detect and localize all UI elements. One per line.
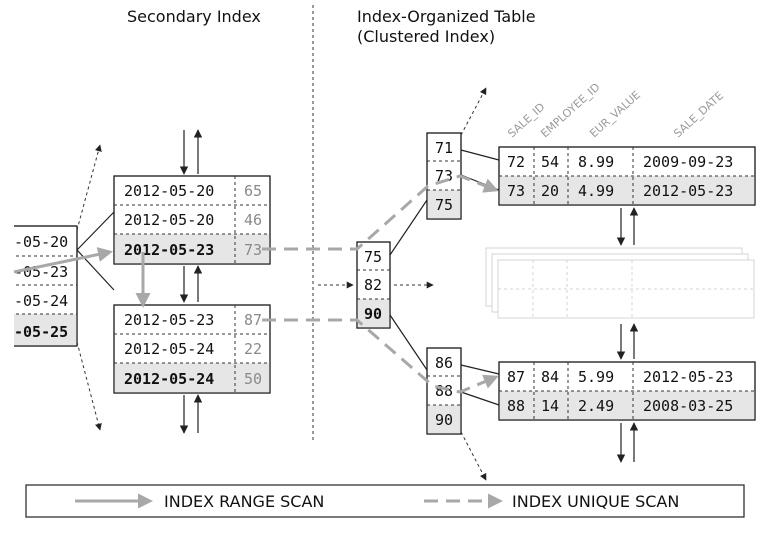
iot-table-bottom: 87 84 5.99 2012-05-23 88 14 2.49 2008-03… [498,361,756,421]
branch-key: 86 [435,354,453,372]
table-cell: 2009-09-23 [643,153,733,171]
leaf-date: 2012-05-24 [124,370,214,388]
table-cell: 73 [507,182,525,200]
left-partial-key: -05-20 [14,233,68,251]
branch-key: 71 [435,139,453,157]
branch-key: 90 [435,411,453,429]
tree-edge [389,199,428,256]
table-cell: 2008-03-25 [643,397,733,415]
table-cell: 2012-05-23 [643,182,733,200]
iot-table-top: 72 54 8.99 2009-09-23 73 20 4.99 2012-05… [498,146,756,206]
unique-scan-arrow-73 [262,174,499,251]
leaf-rowid: 50 [244,370,262,388]
leaf-rowid: 46 [244,211,262,229]
table-cell: 2012-05-23 [643,368,733,386]
left-partial-key: -05-24 [14,292,68,310]
root-key: 75 [364,248,382,266]
legend-range-label: INDEX RANGE SCAN [164,492,324,511]
table-cell: 84 [541,368,559,386]
leaf-date: 2012-05-20 [124,182,214,200]
secondary-leaf-top: 2012-05-20 65 2012-05-20 46 2012-05-23 7… [113,175,271,265]
iot-title: Index-Organized Table [357,7,536,26]
table-cell: 87 [507,368,525,386]
iot-root-node: 75 82 90 [356,241,391,329]
leaf-rowid: 22 [244,340,262,358]
root-key: 90 [364,305,382,323]
table-cell: 54 [541,153,559,171]
sibling-pointer-up [76,144,102,231]
range-scan-arrow [13,247,113,274]
table-cell: 14 [541,397,559,415]
table-cell: 20 [541,182,559,200]
branch-key: 75 [435,196,453,214]
sibling-pointer-up [460,87,487,136]
secondary-leaf-bottom: 2012-05-23 87 2012-05-24 22 2012-05-24 5… [113,304,271,394]
table-cell: 88 [507,397,525,415]
sibling-pointer-down [76,341,102,431]
root-key: 82 [364,276,382,294]
leaf-date: 2012-05-20 [124,211,214,229]
table-cell: 8.99 [578,153,614,171]
secondary-index-title: Secondary Index [127,7,261,26]
legend: INDEX RANGE SCAN INDEX UNIQUE SCAN [25,484,745,518]
table-cell: 4.99 [578,182,614,200]
tree-edge [389,314,428,371]
leaf-date: 2012-05-24 [124,340,214,358]
leaf-rowid: 65 [244,182,262,200]
left-partial-node: -05-20 -05-23 -05-24 -05-25 [0,220,78,350]
leaf-rowid: 87 [244,311,262,329]
tree-edge [460,149,500,161]
tree-edge [460,364,500,375]
table-cell: 72 [507,153,525,171]
left-partial-key: -05-25 [14,323,68,341]
sibling-pointer-down [460,431,487,481]
leaf-date: 2012-05-23 [124,241,214,259]
iot-branch-bottom: 86 88 90 [426,347,462,435]
leaf-date: 2012-05-23 [124,311,214,329]
table-cell: 5.99 [578,368,614,386]
table-cell: 2.49 [578,397,614,415]
iot-subtitle: (Clustered Index) [357,27,495,46]
legend-unique-label: INDEX UNIQUE SCAN [512,492,679,511]
left-partial-key: -05-23 [14,263,68,281]
branch-key: 88 [435,382,453,400]
iot-branch-top: 71 73 75 [426,132,462,220]
faded-table-stack [485,247,755,319]
leaf-rowid: 73 [244,241,262,259]
tree-edge [76,211,115,251]
tree-edge [460,391,500,406]
column-header: SALE_DATE [671,89,726,140]
